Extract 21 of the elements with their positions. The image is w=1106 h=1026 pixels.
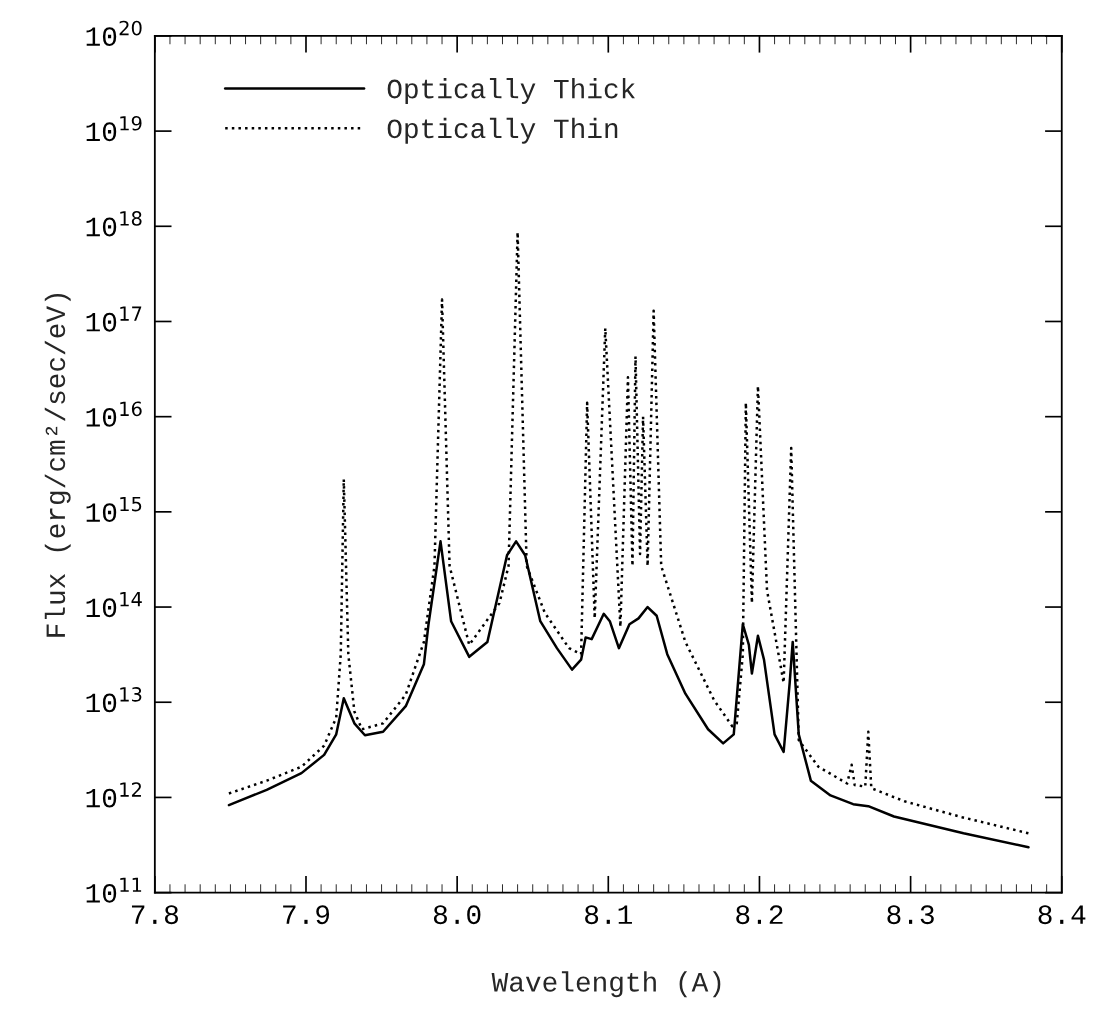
x-tick-label: 8.4 bbox=[1038, 905, 1086, 925]
y-tick-label: 10$^{13}$ bbox=[86, 687, 142, 713]
x-tick-label: 8.2 bbox=[736, 905, 783, 925]
y-tick-label: 10$^{17}$ bbox=[86, 306, 142, 332]
x-axis-title: Wavelength (A) bbox=[491, 971, 721, 998]
y-tick-label: 10$^{14}$ bbox=[86, 592, 142, 618]
y-tick-label: 10$^{15}$ bbox=[86, 496, 142, 523]
x-tick-label: 8.3 bbox=[887, 905, 934, 925]
legend-label: Optically Thin bbox=[387, 117, 618, 144]
x-tick-label: 8.1 bbox=[585, 905, 632, 925]
y-tick-label: 10$^{12}$ bbox=[86, 782, 141, 808]
y-tick-label: 10$^{11}$ bbox=[86, 877, 142, 903]
x-tick-label: 7.9 bbox=[283, 905, 330, 925]
x-tick-label: 7.8 bbox=[131, 905, 179, 925]
y-axis-title: Flux (erg/cm²/sec/eV) bbox=[44, 293, 71, 637]
y-tick-label: 10$^{16}$ bbox=[86, 401, 142, 427]
y-tick-label: 10$^{18}$ bbox=[86, 211, 142, 237]
x-tick-label: 8.0 bbox=[433, 905, 481, 925]
y-tick-label: 10$^{20}$ bbox=[86, 20, 142, 47]
y-tick-label: 10$^{19}$ bbox=[86, 115, 142, 142]
legend-label: Optically Thick bbox=[387, 78, 635, 104]
